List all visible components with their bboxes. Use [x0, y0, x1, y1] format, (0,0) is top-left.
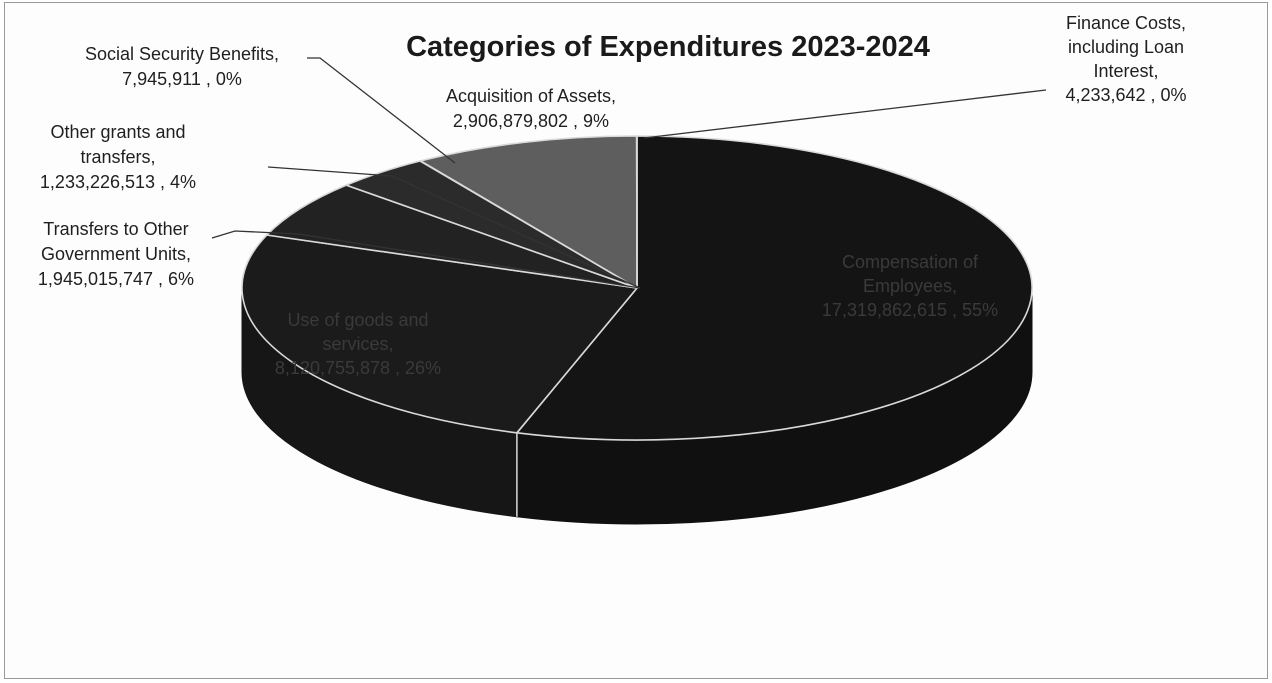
slice-label-acquisition-of-assets: Acquisition of Assets, 2,906,879,802 , 9% — [446, 86, 616, 131]
leader-line-transfers-to-other — [211, 230, 641, 289]
pie-slice-use-of-goods-and — [241, 234, 638, 434]
slice-label-line: Employees, — [863, 276, 957, 296]
leader-line-other-grants-and — [267, 166, 641, 289]
leader-line-finance-costs — [643, 89, 1047, 139]
slice-label-line: 1,945,015,747 , 6% — [38, 269, 194, 289]
slice-label-line: Interest, — [1093, 61, 1158, 81]
slice-labels: Compensation of Employees, 17,319,862,615 … — [38, 13, 1187, 378]
slice-label-line: services, — [322, 334, 393, 354]
pie-slice-compensation-of — [516, 135, 1033, 441]
slice-label-compensation-of: Compensation of Employees, 17,319,862,615 … — [822, 252, 998, 320]
slice-label-line: 17,319,862,615 , 55% — [822, 300, 998, 320]
slice-label-line: transfers, — [80, 147, 155, 167]
slice-label-finance-costs: Finance Costs, including Loan Interest, 4,2… — [1065, 13, 1186, 105]
label-leaders — [211, 57, 1047, 289]
chart-title: Categories of Expenditures 2023-2024 — [406, 31, 930, 63]
leader-line-social-security-benefits — [307, 57, 456, 164]
slice-label-line: including Loan — [1068, 37, 1184, 57]
slice-label-line: 4,233,642 , 0% — [1065, 85, 1186, 105]
slice-label-line: Transfers to Other — [43, 219, 188, 239]
slice-label-social-security-benefits: Social Security Benefits, 7,945,911 , 0% — [85, 44, 279, 89]
slice-label-line: 8,120,755,878 , 26% — [275, 358, 441, 378]
slice-label-line: Government Units, — [41, 244, 191, 264]
pie-slice-acquisition-of-assets — [419, 135, 638, 289]
slice-label-transfers-to-other: Transfers to Other Government Units, 1,945… — [38, 219, 194, 289]
slice-label-line: 2,906,879,802 , 9% — [453, 111, 609, 131]
slice-label-line: Finance Costs, — [1066, 13, 1186, 33]
slice-label-line: Other grants and — [50, 122, 185, 142]
slice-label-line: Acquisition of Assets, — [446, 86, 616, 106]
slice-label-line: Social Security Benefits, — [85, 44, 279, 64]
slice-label-line: 7,945,911 , 0% — [122, 69, 242, 89]
slice-label-line: Compensation of — [842, 252, 979, 272]
slice-label-line: Use of goods and — [287, 310, 428, 330]
slice-label-line: 1,233,226,513 , 4% — [40, 172, 196, 192]
pie-tops — [241, 135, 1033, 441]
slice-label-other-grants-and: Other grants and transfers, 1,233,226,513 … — [40, 122, 196, 192]
slice-label-use-of-goods-and: Use of goods and services, 8,120,755,878 ,… — [275, 310, 441, 378]
